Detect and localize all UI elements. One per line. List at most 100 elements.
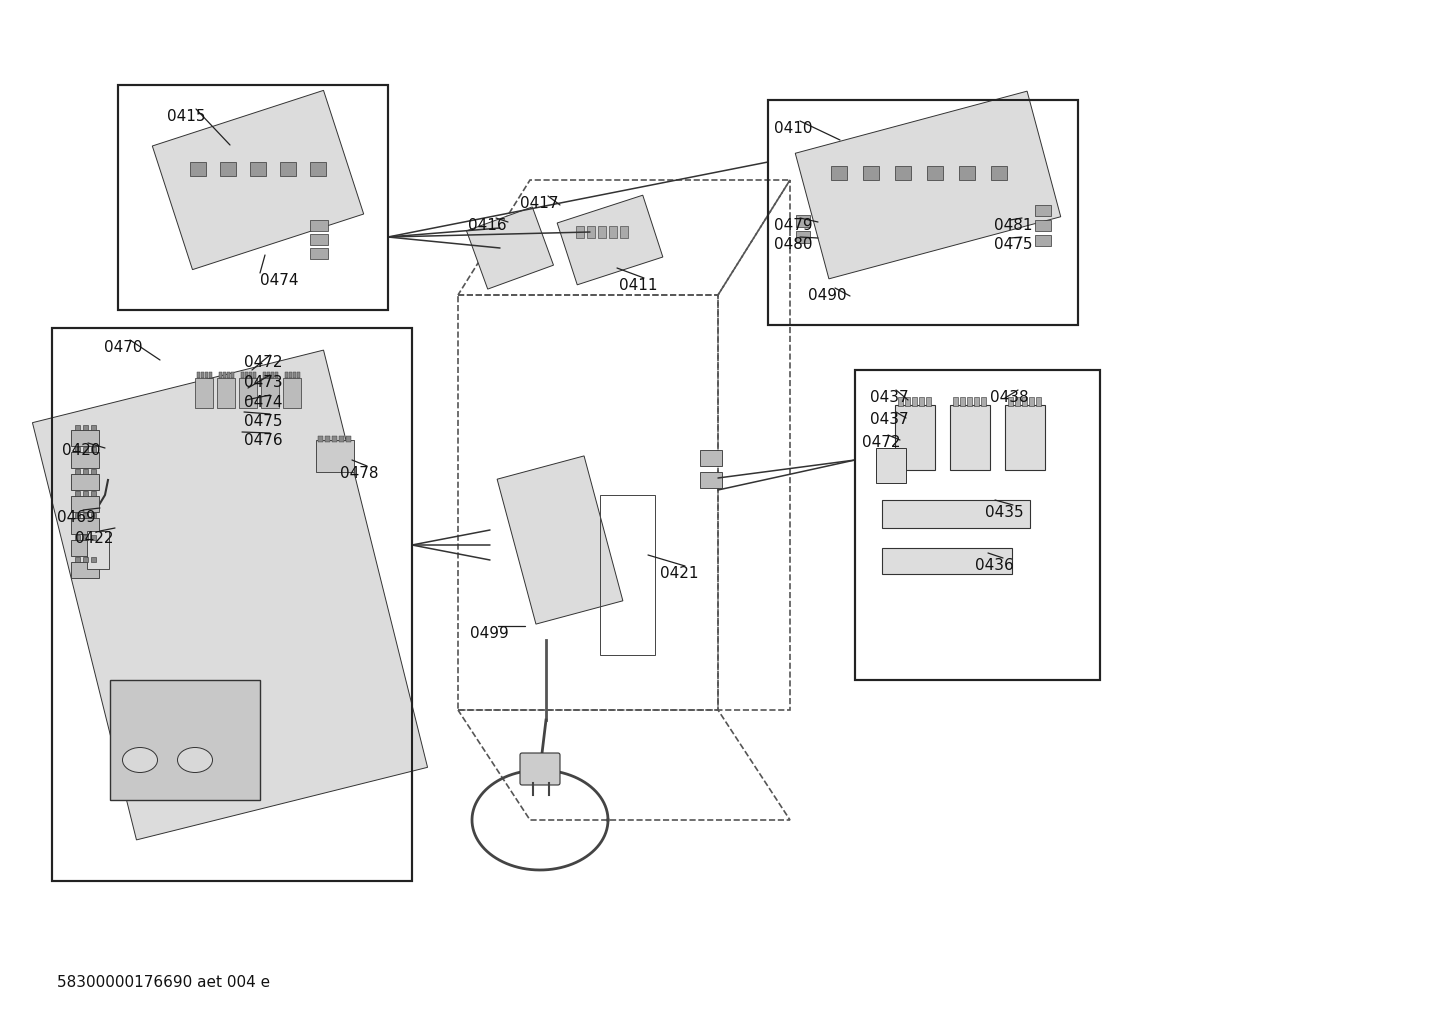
Bar bbox=[118, 85, 388, 310]
FancyBboxPatch shape bbox=[521, 753, 559, 785]
Bar bbox=[249, 162, 265, 176]
Bar bbox=[84, 513, 88, 518]
Text: 0436: 0436 bbox=[975, 558, 1014, 573]
Text: 0421: 0421 bbox=[660, 566, 698, 581]
Bar bbox=[297, 372, 300, 378]
Bar bbox=[293, 372, 296, 378]
Bar bbox=[252, 372, 257, 378]
Bar bbox=[205, 372, 208, 378]
Bar bbox=[110, 680, 260, 800]
Bar bbox=[831, 166, 846, 180]
Bar bbox=[275, 372, 278, 378]
Bar bbox=[587, 226, 596, 238]
Bar bbox=[75, 425, 79, 430]
Bar bbox=[91, 469, 97, 474]
Bar bbox=[346, 436, 350, 442]
Bar bbox=[226, 372, 231, 378]
Text: 0422: 0422 bbox=[75, 531, 114, 546]
Text: 0437: 0437 bbox=[870, 412, 908, 427]
Bar bbox=[118, 85, 388, 310]
Text: 0475: 0475 bbox=[244, 414, 283, 429]
Bar bbox=[1022, 397, 1027, 406]
Bar bbox=[91, 491, 97, 496]
Text: 58300000176690 aet 004 e: 58300000176690 aet 004 e bbox=[58, 975, 270, 990]
Text: 0481: 0481 bbox=[994, 218, 1032, 233]
Text: 0478: 0478 bbox=[340, 466, 378, 481]
Text: 0472: 0472 bbox=[244, 355, 283, 370]
Bar bbox=[71, 540, 99, 556]
Bar bbox=[898, 397, 903, 406]
Text: 0411: 0411 bbox=[619, 278, 658, 293]
Bar bbox=[75, 513, 79, 518]
Bar bbox=[598, 226, 606, 238]
Bar bbox=[1005, 405, 1045, 470]
Bar bbox=[221, 162, 236, 176]
Bar bbox=[241, 372, 244, 378]
Bar bbox=[699, 472, 722, 488]
Text: 0473: 0473 bbox=[244, 375, 283, 390]
Bar bbox=[906, 397, 910, 406]
Text: 0474: 0474 bbox=[260, 273, 298, 288]
Bar bbox=[288, 372, 291, 378]
Bar bbox=[84, 447, 88, 452]
Bar bbox=[224, 372, 226, 378]
Bar bbox=[71, 474, 99, 490]
Bar bbox=[960, 397, 965, 406]
Text: 0435: 0435 bbox=[985, 505, 1024, 520]
Bar bbox=[239, 378, 257, 408]
Bar bbox=[84, 425, 88, 430]
Text: 0438: 0438 bbox=[991, 390, 1028, 405]
Text: 0476: 0476 bbox=[244, 433, 283, 448]
Polygon shape bbox=[497, 455, 623, 624]
Bar bbox=[310, 220, 327, 231]
Bar bbox=[190, 162, 206, 176]
Bar bbox=[245, 372, 248, 378]
Bar bbox=[895, 405, 934, 470]
Bar bbox=[219, 372, 222, 378]
Bar bbox=[796, 215, 810, 227]
Bar bbox=[875, 448, 906, 483]
Polygon shape bbox=[557, 196, 663, 285]
Bar bbox=[609, 226, 617, 238]
Text: 0410: 0410 bbox=[774, 121, 812, 136]
Bar bbox=[981, 397, 986, 406]
Text: 0472: 0472 bbox=[862, 435, 900, 450]
Bar bbox=[620, 226, 629, 238]
Bar bbox=[1035, 397, 1041, 406]
Bar bbox=[249, 372, 252, 378]
Text: 0415: 0415 bbox=[167, 109, 206, 124]
Bar bbox=[84, 557, 88, 562]
Bar bbox=[769, 100, 1079, 325]
Text: 0474: 0474 bbox=[244, 395, 283, 410]
Bar bbox=[75, 469, 79, 474]
Bar bbox=[862, 166, 880, 180]
Bar bbox=[332, 436, 337, 442]
Text: 0475: 0475 bbox=[994, 237, 1032, 252]
Bar bbox=[91, 557, 97, 562]
Polygon shape bbox=[467, 207, 554, 289]
Ellipse shape bbox=[177, 748, 212, 772]
Bar bbox=[919, 397, 924, 406]
Bar bbox=[84, 469, 88, 474]
Text: 0437: 0437 bbox=[870, 390, 908, 405]
Bar bbox=[271, 372, 274, 378]
Bar bbox=[280, 162, 296, 176]
Bar bbox=[200, 372, 203, 378]
Bar bbox=[1035, 220, 1051, 231]
Bar bbox=[91, 513, 97, 518]
Bar bbox=[75, 557, 79, 562]
Bar bbox=[968, 397, 972, 406]
Bar bbox=[575, 226, 584, 238]
Bar bbox=[262, 372, 265, 378]
Bar bbox=[261, 378, 278, 408]
Bar bbox=[286, 372, 288, 378]
Text: 0479: 0479 bbox=[774, 218, 813, 233]
Bar bbox=[91, 447, 97, 452]
Bar bbox=[855, 370, 1100, 680]
Bar bbox=[991, 166, 1007, 180]
Bar bbox=[1030, 397, 1034, 406]
Text: 0480: 0480 bbox=[774, 237, 812, 252]
Bar bbox=[75, 447, 79, 452]
Bar bbox=[883, 500, 1030, 528]
Bar bbox=[71, 430, 99, 446]
